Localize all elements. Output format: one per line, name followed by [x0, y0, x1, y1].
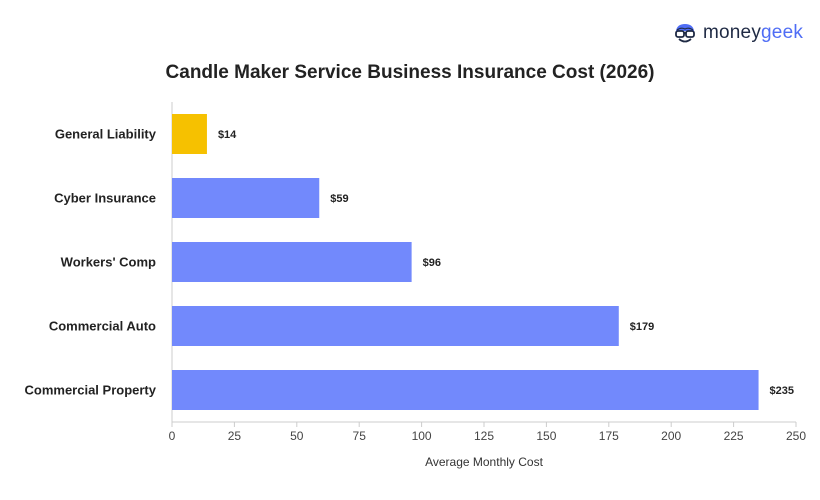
brand-logo: money geek	[673, 20, 803, 46]
x-tick-label: 200	[661, 429, 681, 443]
x-tick-label: 50	[290, 429, 304, 443]
x-tick-label: 100	[412, 429, 432, 443]
brand-word-money: money	[703, 22, 762, 43]
category-label: Workers' Comp	[61, 255, 156, 270]
category-label: Commercial Auto	[49, 319, 156, 334]
category-label: Cyber Insurance	[54, 191, 156, 206]
chart-title: Candle Maker Service Business Insurance …	[165, 62, 655, 83]
moneygeek-mascot-icon	[675, 24, 695, 43]
x-tick-label: 125	[474, 429, 494, 443]
brand-word-geek: geek	[761, 22, 804, 43]
x-tick-label: 250	[786, 429, 806, 443]
bar	[172, 242, 412, 282]
data-label: $59	[330, 193, 348, 205]
category-label: General Liability	[55, 127, 157, 142]
x-tick-label: 0	[169, 429, 176, 443]
data-label: $235	[770, 385, 794, 397]
bar	[172, 370, 759, 410]
bar	[172, 306, 619, 346]
data-label: $14	[218, 129, 237, 141]
bar	[172, 114, 207, 154]
x-axis-title: Average Monthly Cost	[425, 455, 544, 469]
x-tick-label: 175	[599, 429, 619, 443]
bar	[172, 178, 320, 218]
category-label: Commercial Property	[25, 383, 157, 398]
x-tick-label: 225	[724, 429, 744, 443]
x-tick-label: 25	[228, 429, 242, 443]
x-tick-label: 150	[536, 429, 556, 443]
x-tick-label: 75	[353, 429, 367, 443]
data-label: $96	[423, 257, 441, 269]
data-label: $179	[630, 321, 654, 333]
